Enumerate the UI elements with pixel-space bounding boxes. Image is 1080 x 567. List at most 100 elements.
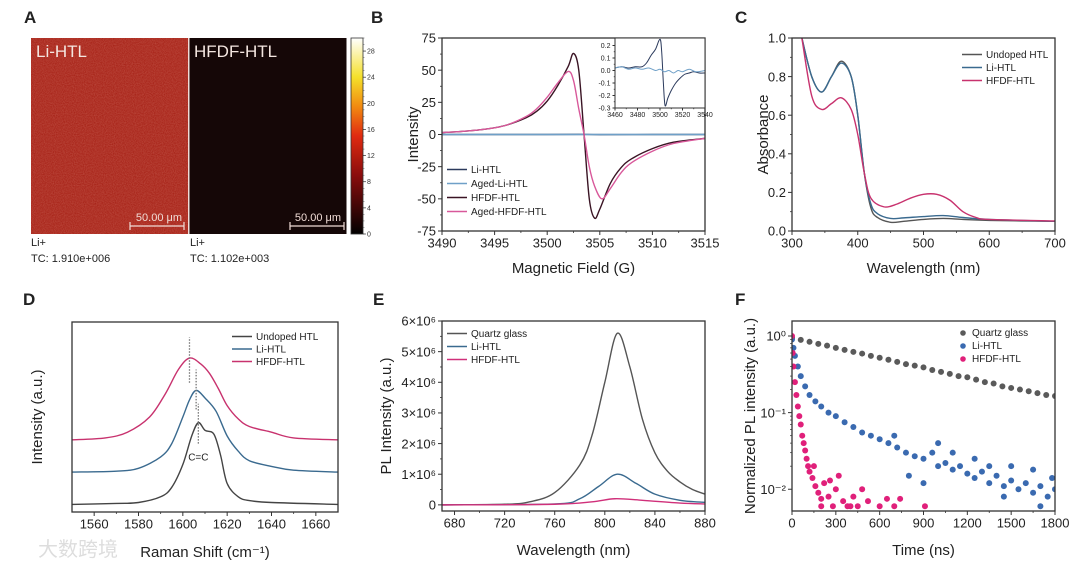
series-line-undoped-htl [72,421,338,506]
ion-label: Li+ [31,237,46,249]
data-point-hfdf-htl [792,350,796,357]
y-tick-label: 0.0 [601,68,611,75]
x-tick-label: 3505 [585,235,614,250]
data-point-quartz-glass [867,352,874,359]
y-tick-label: 50 [422,63,436,78]
legend-label: HFDF-HTL [972,354,1021,365]
y-tick-label: -50 [417,192,436,207]
data-point-quartz-glass [797,336,804,343]
series-line-hfdf-htl [72,357,338,441]
x-tick-label: 3490 [428,235,457,250]
legend-label: HFDF-HTL [986,76,1035,87]
data-point-hfdf-htl [850,493,857,500]
x-tick-label: 1600 [168,516,197,531]
data-point-quartz-glass [841,346,848,353]
y-tick-label: -75 [417,224,436,239]
panel-e-chart: 680 720 760 800 840 880 0 1×10⁶ 2×10⁶ 3×10⁶ 4×10⁶ 5… [378,314,716,559]
data-point-li-htl [1000,493,1007,500]
inset-background [615,38,705,108]
x-tick-label: 3500 [652,112,668,119]
x-tick-label: 3480 [630,112,646,119]
series-group [801,38,1055,224]
map-li-htl: Li-HTL 50.00 μm Li+ TC: 1.910e+006 [31,38,188,265]
data-point-li-htl [832,413,839,420]
x-tick-label: 400 [847,235,869,250]
legend-item: HFDF-HTL [962,76,1035,87]
x-tick-label: 880 [694,515,716,530]
x-tick-label: 1560 [80,516,109,531]
data-point-quartz-glass [1016,386,1023,393]
legend-item: HFDF-HTL [447,355,520,366]
data-point-li-htl [986,463,993,470]
x-tick-label: 300 [825,515,847,530]
y-axis-title: Intensity [405,106,422,162]
y-tick-label: -0.2 [598,93,610,100]
data-point-hfdf-htl [818,503,825,510]
total-counts: TC: 1.910e+006 [31,253,110,265]
x-tick-label: 1660 [301,516,330,531]
x-tick-label: 1500 [997,515,1026,530]
data-point-li-htl [957,463,964,470]
data-point-li-htl [935,440,942,447]
data-point-quartz-glass [850,348,857,355]
data-point-hfdf-htl [799,432,806,439]
legend-label: HFDF-HTL [256,357,305,368]
plot-frame [791,320,1056,512]
data-point-li-htl [920,480,927,487]
series-line-quartz-glass [442,332,705,506]
series-line-undoped-htl [801,38,1055,224]
data-point-hfdf-htl [802,447,809,454]
x-tick-label: 1200 [953,515,982,530]
x-tick-label: 300 [781,235,803,250]
data-point-li-htl [942,460,949,467]
data-point-li-htl [911,453,918,460]
data-point-li-htl [825,409,832,416]
legend-label: Aged-HFDF-HTL [471,207,547,218]
data-point-li-htl [1037,483,1044,490]
legend-label: Li-HTL [972,341,1002,352]
y-tick-label: 75 [422,31,436,46]
legend-label: Quartz glass [972,328,1028,339]
data-point-li-htl [949,466,956,473]
x-tick-label: 700 [1044,235,1066,250]
series-line-li-htl [801,38,1055,223]
series-line-aged-hfdf-htl [442,70,705,200]
data-point-hfdf-htl [803,455,810,462]
y-tick-label: 25 [422,95,436,110]
data-point-li-htl [929,449,936,456]
data-point-quartz-glass [981,379,988,386]
data-point-quartz-glass [1025,388,1032,395]
y-tick-label: 0 [429,127,436,142]
data-point-hfdf-htl [854,503,861,510]
data-point-li-htl [792,344,797,351]
scale-bar [129,222,185,230]
data-point-li-htl [1037,503,1044,510]
legend-label: Undoped HTL [986,50,1049,61]
x-axis-title: Time (ns) [892,542,955,559]
x-tick-label: 1800 [1041,515,1070,530]
legend-item: HFDF-HTL [232,357,305,368]
data-point-quartz-glass [911,362,918,369]
series-group [792,333,1055,510]
data-point-hfdf-htl [847,503,854,510]
data-point-li-htl [1015,486,1022,493]
y-tick-label: 3×10⁶ [401,406,436,421]
legend-item: Li-HTL [447,342,501,353]
series-line-li-htl [615,38,705,107]
panel-label-a: A [24,8,36,27]
data-point-li-htl [920,455,927,462]
data-point-quartz-glass [876,354,883,361]
data-point-hfdf-htl [792,379,798,386]
legend-item: HFDF-HTL [447,193,520,204]
x-tick-label: 800 [594,515,616,530]
series-line-li-htl [442,473,705,506]
legend-marker [960,330,966,336]
legend-marker [960,343,966,349]
y-tick-label: 0.1 [601,56,611,63]
data-point-quartz-glass [832,344,839,351]
data-point-li-htl [993,472,1000,479]
data-point-quartz-glass [955,373,962,380]
data-point-quartz-glass [902,361,909,368]
panel-b-inset: 3460 3480 3500 3520 3540 -0.3 -0.2 -0.1 0.0 0.1 0.… [598,37,713,119]
legend-item: Li-HTL [447,165,501,176]
